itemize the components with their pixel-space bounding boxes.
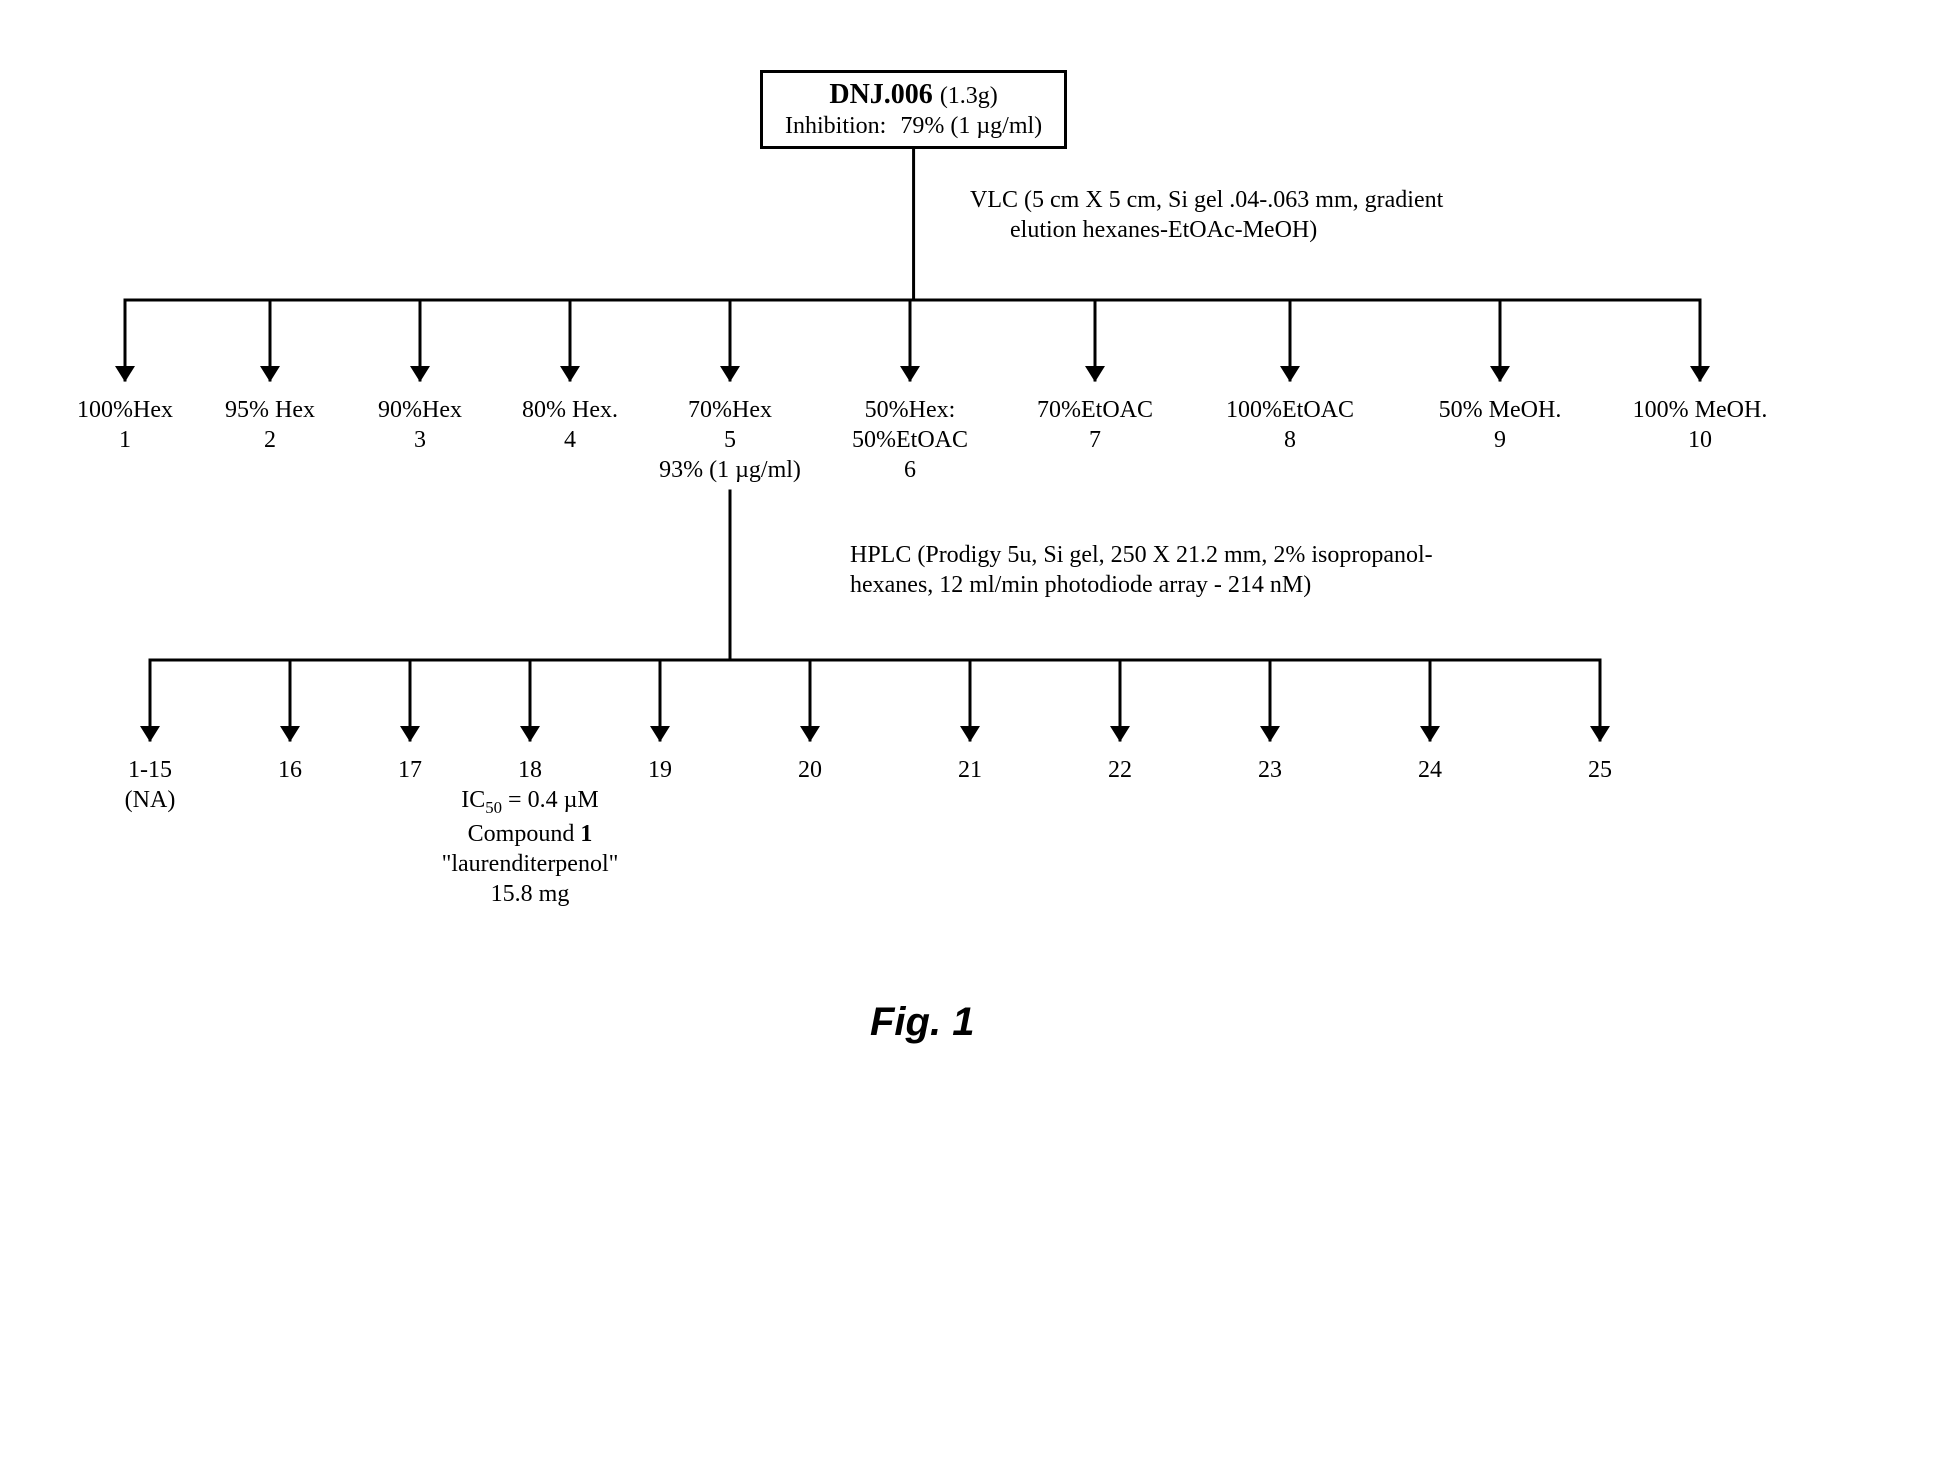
root-sample-box: DNJ.006 (1.3g) Inhibition:79% (1 µg/ml) (760, 70, 1067, 149)
vlc-fraction-7: 70%EtOAC7 (1015, 395, 1175, 455)
vlc-fraction-2: 95% Hex2 (190, 395, 350, 455)
vlc-fraction-6: 50%Hex:50%EtOAC6 (830, 395, 990, 485)
figure-caption: Fig. 1 (870, 1000, 974, 1045)
vlc-fraction-1: 100%Hex1 (45, 395, 205, 455)
vlc-fraction-9: 50% MeOH.9 (1420, 395, 1580, 455)
hplc-fraction-25: 25 (1480, 755, 1720, 785)
vlc-fraction-8: 100%EtOAC8 (1210, 395, 1370, 455)
vlc-fraction-5: 70%Hex593% (1 µg/ml) (650, 395, 810, 485)
fractionation-flowchart: DNJ.006 (1.3g) Inhibition:79% (1 µg/ml) … (40, 40, 1910, 1040)
vlc-fraction-10: 100% MeOH.10 (1620, 395, 1780, 455)
vlc-method-label: VLC (5 cm X 5 cm, Si gel .04-.063 mm, gr… (970, 185, 1443, 245)
vlc-fraction-4: 80% Hex.4 (490, 395, 650, 455)
vlc-fraction-3: 90%Hex3 (340, 395, 500, 455)
hplc-method-label: HPLC (Prodigy 5u, Si gel, 250 X 21.2 mm,… (850, 540, 1433, 600)
root-inhibition: Inhibition:79% (1 µg/ml) (785, 113, 1042, 140)
root-title: DNJ.006 (1.3g) (785, 79, 1042, 111)
